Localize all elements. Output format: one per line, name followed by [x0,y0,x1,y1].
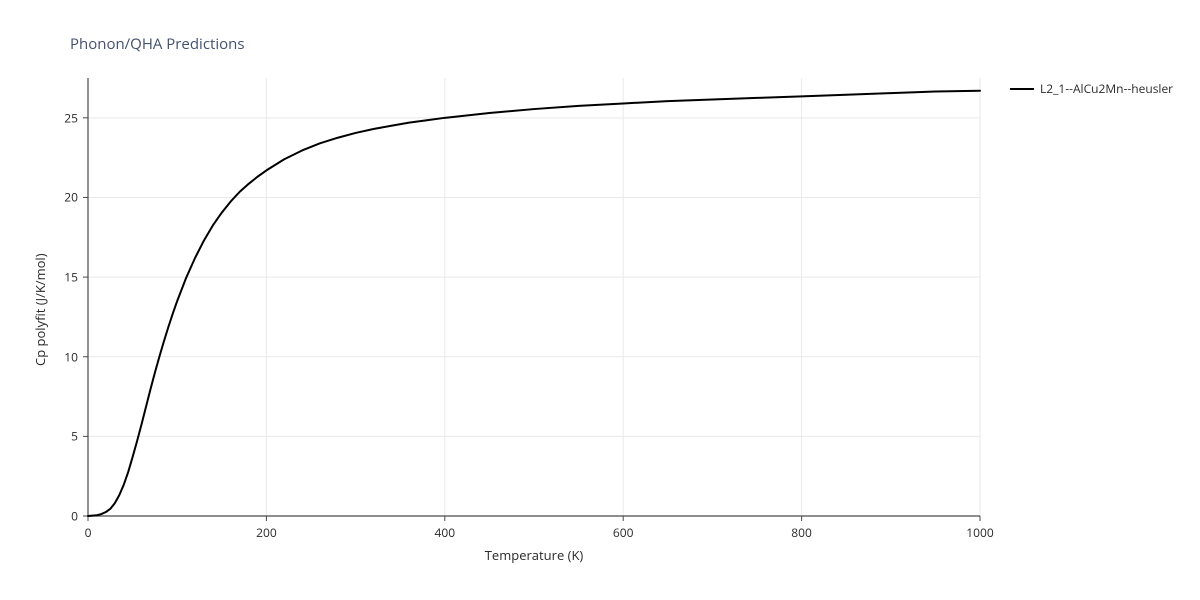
y-tick-label: 20 [64,189,78,206]
y-axis-label: Cp polyfit (J/K/mol) [31,253,49,366]
x-tick-label: 0 [85,524,92,541]
x-axis-label: Temperature (K) [485,546,584,564]
x-tick-label: 600 [613,524,634,541]
x-tick-label: 400 [435,524,456,541]
x-tick-label: 800 [791,524,812,541]
y-tick-label: 10 [64,348,78,365]
x-tick-label: 1000 [966,524,993,541]
plot-area[interactable] [82,77,981,523]
y-tick-label: 25 [64,109,78,126]
legend-label: L2_1--AlCu2Mn--heusler [1040,80,1173,97]
y-tick-label: 0 [71,508,78,525]
legend-swatch [1010,88,1034,90]
y-tick-label: 5 [71,428,78,445]
chart-container: { "chart": { "type": "line", "title": "P… [0,0,1200,600]
legend[interactable]: L2_1--AlCu2Mn--heusler [1010,80,1173,97]
x-tick-label: 200 [256,524,277,541]
chart-title: Phonon/QHA Predictions [70,34,245,54]
y-tick-label: 15 [64,269,78,286]
